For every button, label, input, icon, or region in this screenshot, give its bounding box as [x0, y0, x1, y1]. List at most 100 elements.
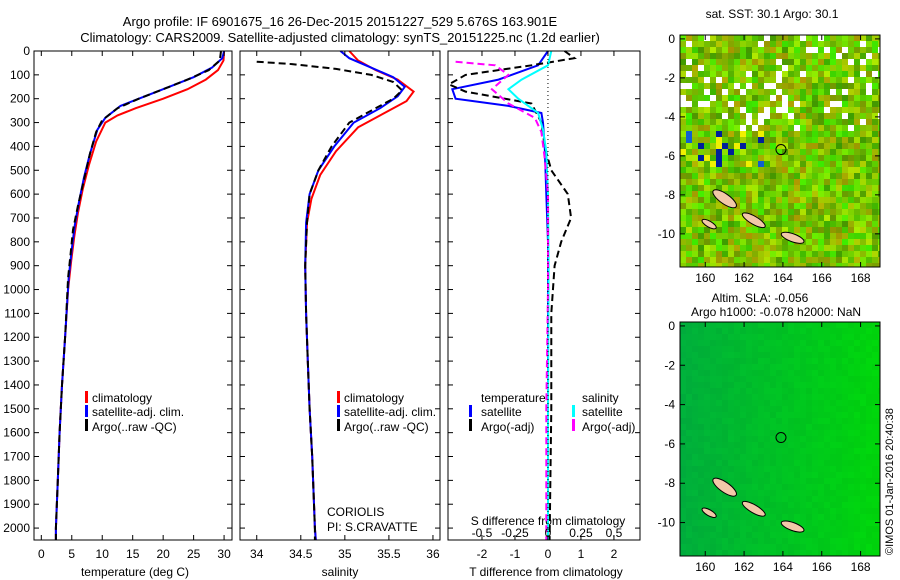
map-cell [746, 35, 752, 41]
map-cell [698, 137, 704, 143]
map-cell [746, 59, 752, 65]
map-cell [872, 484, 878, 490]
map-cell [686, 197, 692, 203]
map-cell [710, 334, 716, 340]
map-cell [758, 77, 764, 83]
map-cell [734, 89, 740, 95]
map-cell [680, 71, 686, 77]
map-cell [866, 263, 872, 267]
map-cell [854, 53, 860, 59]
map-cell [716, 185, 722, 191]
map-cell [710, 466, 716, 472]
map-cell [704, 328, 710, 334]
map-cell [704, 394, 710, 400]
map-cell [878, 538, 880, 544]
map-cell [818, 209, 824, 215]
legend-swatch-argo [337, 419, 340, 431]
map-cell [710, 532, 716, 538]
map-cell [782, 155, 788, 161]
map-cell [806, 364, 812, 370]
x-tick-label: 5 [68, 547, 75, 561]
map-cell [860, 430, 866, 436]
map-cell [800, 328, 806, 334]
map-cell [758, 167, 764, 173]
map-cell [854, 101, 860, 107]
map-cell [788, 412, 794, 418]
map-cell [806, 143, 812, 149]
map-cell [836, 496, 842, 502]
map-cell [794, 382, 800, 388]
map-cell [710, 77, 716, 83]
map-cell [740, 113, 746, 119]
map-cell [866, 197, 872, 203]
map-cell [716, 215, 722, 221]
map-cell [740, 179, 746, 185]
map-cell [836, 245, 842, 251]
map-cell [770, 352, 776, 358]
map-cell [800, 412, 806, 418]
map-cell [716, 203, 722, 209]
map-cell [752, 191, 758, 197]
map-cell [752, 532, 758, 538]
map-cell [728, 430, 734, 436]
map-cell [764, 89, 770, 95]
map-cell [830, 71, 836, 77]
map-cell [680, 101, 686, 107]
map-cell [734, 370, 740, 376]
map-cell [764, 388, 770, 394]
map-cell [752, 376, 758, 382]
map-cell [806, 478, 812, 484]
map-cell [782, 340, 788, 346]
map-cell [770, 538, 776, 544]
map-cell [686, 394, 692, 400]
map-cell [764, 113, 770, 119]
map-cell [824, 113, 830, 119]
map-cell [770, 490, 776, 496]
map-cell [746, 478, 752, 484]
map-cell [860, 263, 866, 267]
x-tick-label: 25 [187, 547, 201, 561]
map-cell [734, 514, 740, 520]
map-cell [776, 448, 782, 454]
map-cell [722, 436, 728, 442]
map-cell [860, 526, 866, 532]
map-cell [698, 544, 704, 550]
map-cell [698, 352, 704, 358]
map-cell [770, 412, 776, 418]
map-cell [794, 143, 800, 149]
map-cell [698, 125, 704, 131]
map-cell [806, 550, 812, 556]
map-cell [776, 143, 782, 149]
map-cell [716, 364, 722, 370]
map-cell [680, 328, 686, 334]
map-cell [872, 430, 878, 436]
map-cell [758, 245, 764, 251]
map-cell [758, 334, 764, 340]
map-cell [764, 322, 770, 328]
map-cell [752, 179, 758, 185]
map-cell [716, 257, 722, 263]
map-cell [728, 95, 734, 101]
map-cell [842, 508, 848, 514]
map-cell [860, 334, 866, 340]
map-cell [836, 502, 842, 508]
map-cell [752, 370, 758, 376]
map-cell [848, 155, 854, 161]
map-cell [854, 203, 860, 209]
map-cell [830, 400, 836, 406]
map-cell [758, 322, 764, 328]
map-cell [806, 263, 812, 267]
map-cell [812, 35, 818, 41]
map-cell [860, 167, 866, 173]
sst-map-title: sat. SST: 30.1 Argo: 30.1 [706, 7, 839, 21]
map-cell [836, 155, 842, 161]
map-cell [782, 71, 788, 77]
map-cell [686, 155, 692, 161]
map-cell [686, 245, 692, 251]
map-cell [758, 239, 764, 245]
map-cell [782, 245, 788, 251]
map-cell [722, 89, 728, 95]
map-cell [722, 227, 728, 233]
map-cell [860, 460, 866, 466]
map-cell [842, 113, 848, 119]
